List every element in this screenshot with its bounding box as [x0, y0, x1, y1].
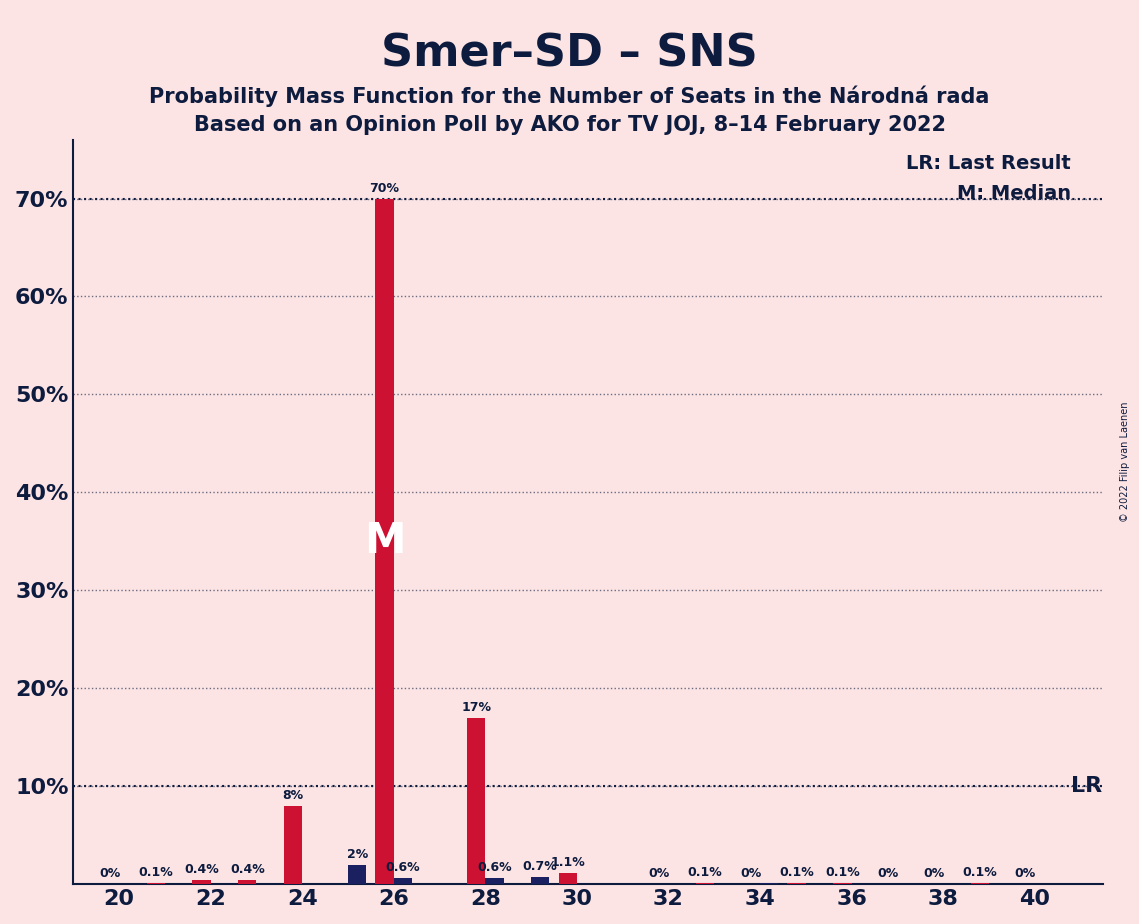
Bar: [192, 881, 211, 884]
Text: M: Median: M: Median: [957, 184, 1071, 202]
Text: LR: Last Result: LR: Last Result: [907, 154, 1071, 174]
Text: 0.6%: 0.6%: [477, 861, 511, 874]
Text: LR: LR: [1071, 776, 1103, 796]
Text: 0%: 0%: [648, 868, 670, 881]
Text: 0.4%: 0.4%: [185, 863, 219, 876]
Bar: [787, 883, 805, 884]
Text: 8%: 8%: [282, 789, 304, 802]
Text: M: M: [363, 520, 405, 563]
Text: 70%: 70%: [370, 182, 400, 195]
Bar: [376, 199, 394, 884]
Bar: [558, 873, 576, 884]
Bar: [467, 718, 485, 884]
Bar: [147, 883, 165, 884]
Bar: [284, 806, 302, 884]
Bar: [394, 879, 412, 884]
Text: 0%: 0%: [99, 868, 121, 881]
Text: 0.4%: 0.4%: [230, 863, 264, 876]
Text: 0.7%: 0.7%: [523, 860, 558, 873]
Bar: [485, 879, 503, 884]
Bar: [696, 883, 714, 884]
Text: 0.1%: 0.1%: [962, 866, 997, 880]
Text: 1.1%: 1.1%: [550, 857, 585, 869]
Bar: [760, 883, 778, 884]
Text: 0.1%: 0.1%: [779, 866, 814, 880]
Text: 0.1%: 0.1%: [688, 866, 722, 880]
Text: 0.1%: 0.1%: [825, 866, 860, 880]
Text: Probability Mass Function for the Number of Seats in the Národná rada: Probability Mass Function for the Number…: [149, 85, 990, 106]
Text: 2%: 2%: [346, 847, 368, 860]
Text: 0%: 0%: [877, 868, 899, 881]
Text: © 2022 Filip van Laenen: © 2022 Filip van Laenen: [1121, 402, 1130, 522]
Text: 0.6%: 0.6%: [386, 861, 420, 874]
Text: 0%: 0%: [740, 868, 762, 881]
Text: 0.1%: 0.1%: [138, 866, 173, 880]
Text: 17%: 17%: [461, 700, 491, 713]
Text: 0%: 0%: [924, 868, 944, 881]
Text: 0%: 0%: [1015, 868, 1036, 881]
Text: Based on an Opinion Poll by AKO for TV JOJ, 8–14 February 2022: Based on an Opinion Poll by AKO for TV J…: [194, 115, 945, 135]
Bar: [238, 881, 256, 884]
Bar: [970, 883, 989, 884]
Bar: [834, 883, 852, 884]
Text: Smer–SD – SNS: Smer–SD – SNS: [382, 32, 757, 76]
Bar: [531, 877, 549, 884]
Bar: [349, 865, 367, 884]
